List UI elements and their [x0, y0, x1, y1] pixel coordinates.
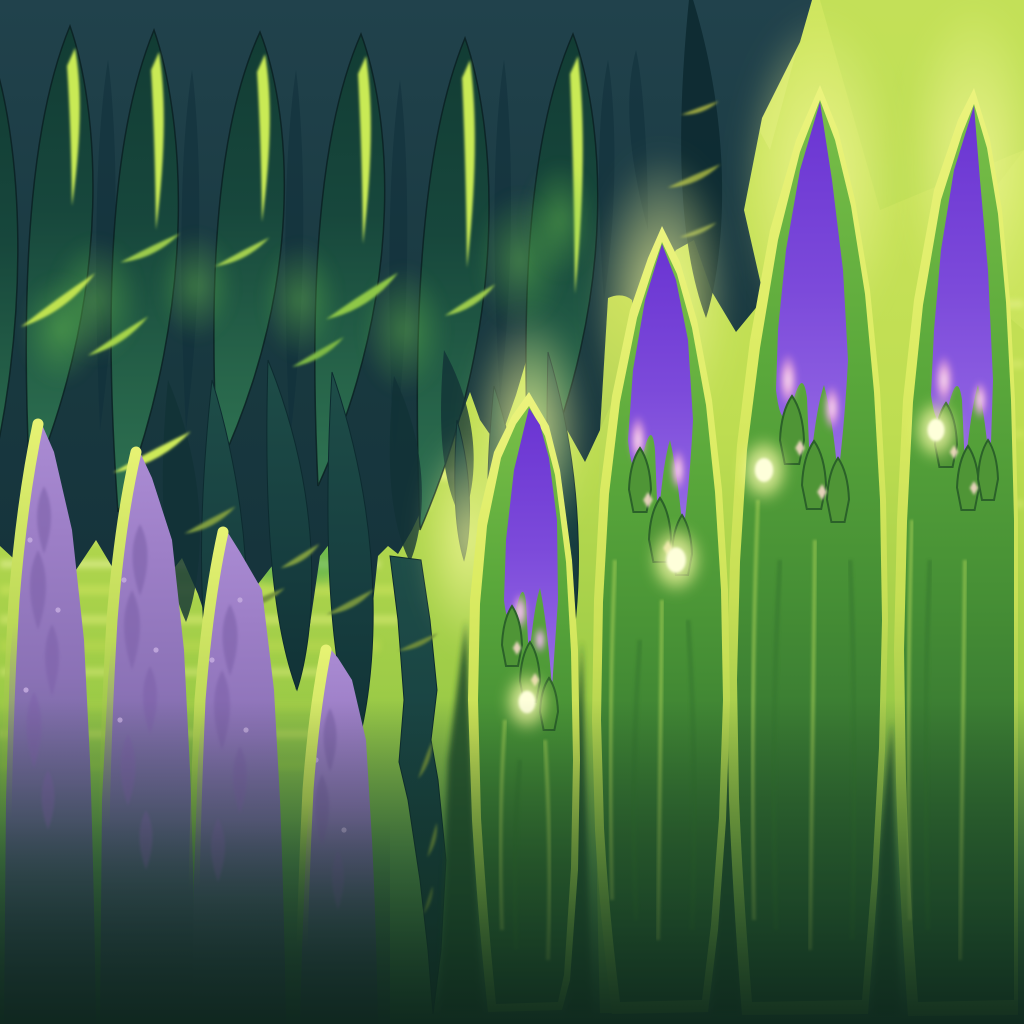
leaf-vein-highlight — [257, 54, 270, 222]
highlight-slash — [214, 237, 270, 267]
dark-foliage-layer — [0, 0, 812, 1015]
pink-bloom-glow — [823, 384, 841, 432]
highlight-slash — [325, 272, 399, 320]
hanging-leaf — [266, 359, 313, 692]
purple-leaf-dot — [153, 647, 159, 653]
purple-leaf-vein-blob — [30, 550, 46, 630]
bud-diamond-highlight — [643, 492, 653, 508]
pink-bloom-glow — [972, 380, 988, 420]
highlight-slash — [184, 506, 236, 534]
highlight-slash — [87, 316, 149, 356]
light-streak — [0, 615, 400, 624]
purple-leaf-vein-blob — [45, 624, 59, 696]
shading-overlay-layer — [0, 700, 1024, 1024]
purple-leaf-dot — [55, 607, 61, 613]
purple-leaf-dot — [27, 537, 33, 543]
leaf-glow — [524, 160, 596, 280]
purple-leaf-vein-blob — [37, 486, 51, 554]
leaf-vein-highlight — [462, 60, 475, 268]
dark-leaf — [0, 78, 19, 439]
highlight-slash — [20, 272, 96, 328]
highlight-slash — [681, 101, 719, 115]
hanging-leaf-back — [389, 376, 422, 562]
dew-glow-core — [666, 547, 686, 573]
leaf-vein-highlight — [67, 48, 80, 206]
purple-leaf-vein-blob — [124, 590, 140, 670]
leaf-glow — [20, 274, 100, 386]
leaf-glow — [360, 264, 448, 396]
bud-scallop — [627, 446, 653, 513]
purple-leaf-vein-blob — [222, 604, 238, 676]
bud-diamond-highlight — [795, 440, 805, 456]
dew-glow-core — [927, 418, 945, 442]
leaf-glow — [156, 230, 236, 342]
purple-leaf-dot — [121, 577, 127, 583]
highlight-slash — [280, 543, 320, 569]
highlight-slash — [326, 589, 374, 615]
highlight-slash — [397, 633, 439, 651]
pink-bloom-glow — [670, 448, 686, 492]
purple-leaf-dot — [23, 687, 29, 693]
highlight-slash — [444, 284, 496, 316]
bottom-vignette — [0, 700, 1024, 1024]
leaf-vein-highlight — [151, 52, 164, 230]
purple-leaf-dot — [209, 657, 215, 663]
leaf-vein-highlight — [358, 56, 371, 244]
bud-diamond-highlight — [512, 641, 522, 655]
purple-leaf-dot — [237, 597, 243, 603]
pink-bloom-glow — [778, 352, 798, 408]
bud-diamond-highlight — [969, 481, 979, 495]
bud-diamond-highlight — [817, 484, 827, 500]
bud-scallop — [825, 456, 851, 523]
pink-bloom-glow — [934, 354, 954, 406]
pink-bloom-glow — [534, 626, 546, 654]
highlight-slash — [120, 233, 180, 263]
purple-leaf-vein-blob — [132, 524, 148, 596]
highlight-slash — [292, 337, 344, 367]
budding-leaf-purple-tip — [504, 408, 558, 688]
leaf-glow — [260, 240, 340, 360]
dew-glow-core — [754, 458, 774, 482]
bud-scallop — [976, 438, 1000, 501]
